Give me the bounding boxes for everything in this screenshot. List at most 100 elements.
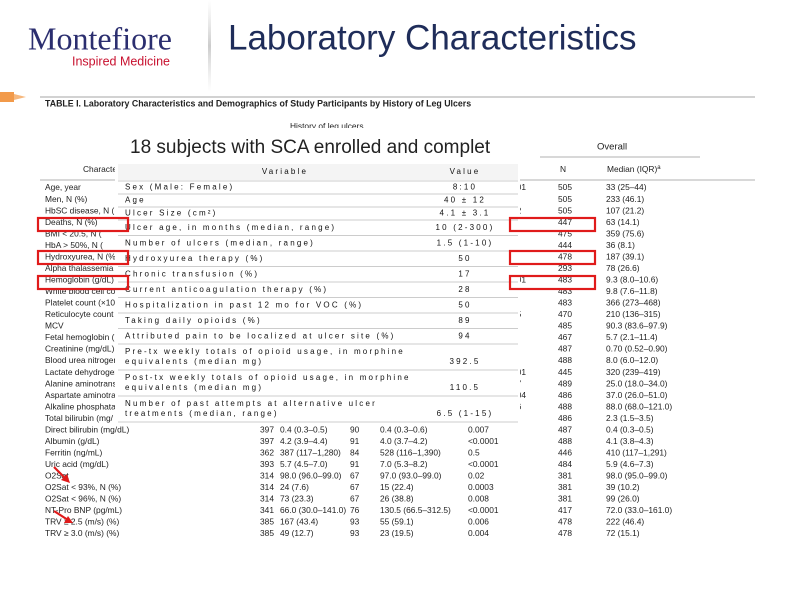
cell: 484 (558, 459, 572, 469)
highlight-box (36, 274, 130, 291)
cell: 233 (46.1) (606, 194, 644, 204)
cell: 167 (43.4) (280, 517, 318, 527)
cell: 24 (7.6) (280, 482, 309, 492)
cell: 0.007 (468, 424, 489, 434)
cell: 447 (558, 217, 572, 227)
value: 40 ± 12 (444, 196, 486, 205)
cell: 488 (558, 401, 572, 411)
cell: 475 (558, 228, 572, 238)
value: 28 (458, 285, 471, 294)
highlight-box (508, 274, 597, 291)
cell: 93 (350, 517, 360, 527)
cell: 23 (19.5) (380, 528, 414, 538)
highlight-box (508, 249, 597, 266)
value: 17 (458, 269, 471, 278)
value: 10 (2-300) (436, 223, 495, 232)
cell: 67 (350, 494, 360, 504)
row-label: Lactate dehydroger (45, 367, 117, 377)
cell: 78 (26.6) (606, 263, 640, 273)
cell: 25.0 (18.0–34.0) (606, 378, 668, 388)
variable: Sex (Male: Female) (125, 183, 234, 192)
variable: Chronic transfusion (%) (125, 269, 259, 278)
cell: 97.0 (93.0–99.0) (380, 471, 442, 481)
cell: 0.70 (0.52–0.90) (606, 344, 668, 354)
overall-header: Overall (597, 142, 627, 153)
cell: 489 (558, 378, 572, 388)
row-label: Direct bilirubin (mg/dL) (45, 424, 129, 434)
value: 8:10 (453, 183, 477, 192)
cell: 49 (12.7) (280, 528, 314, 538)
cell: 0.004 (468, 528, 489, 538)
variable: treatments (median, range) (125, 409, 279, 418)
cell: 2.3 (1.5–3.5) (606, 413, 654, 423)
cell: 0.0003 (468, 482, 494, 492)
row-label: O2Sat < 96%, N (%) (45, 494, 121, 504)
cell: 0.008 (468, 494, 489, 504)
cell: 5.7 (2.1–11.4) (606, 332, 658, 342)
cell: 486 (558, 413, 572, 423)
cell: 314 (260, 471, 274, 481)
value: 110.5 (450, 383, 480, 392)
cell: 483 (558, 286, 572, 296)
row-label: TRV ≥ 3.0 (m/s) (%) (45, 528, 119, 538)
row-label: Age, year (45, 182, 81, 192)
cell: 478 (558, 251, 572, 261)
cell: 483 (558, 298, 572, 308)
cell: 478 (558, 517, 572, 527)
variable: Current anticoagulation therapy (%) (125, 285, 328, 294)
arrow (53, 510, 69, 521)
cell: 67 (350, 471, 360, 481)
cell: 478 (558, 528, 572, 538)
cell: 72 (15.1) (606, 528, 640, 538)
row-label: Ferritin (ng/mL) (45, 447, 102, 457)
cell: 385 (260, 528, 274, 538)
row-label: Aspartate aminotra (45, 390, 116, 400)
table-caption: TABLE I. Laboratory Characteristics and … (45, 98, 471, 108)
row-label: O2Sat (45, 471, 69, 481)
cell: 444 (558, 240, 572, 250)
variable: Taking daily opioids (%) (125, 316, 262, 325)
cell: 293 (558, 263, 572, 273)
cell: 505 (558, 182, 572, 192)
cell: 90.3 (83.6–97.9) (606, 321, 668, 331)
variable: Number of past attempts at alternative u… (125, 399, 377, 408)
cell: 487 (558, 344, 572, 354)
cell: 36 (8.1) (606, 240, 635, 250)
cell: 0.4 (0.3–0.6) (380, 424, 428, 434)
cell: 37.0 (26.0–51.0) (606, 390, 668, 400)
row-label: Platelet count (×10 (45, 298, 115, 308)
cell: 90 (350, 424, 360, 434)
row-label: Hydroxyurea, N (% (45, 251, 116, 261)
cell: 470 (558, 309, 572, 319)
variable: Hospitalization in past 12 mo for VOC (%… (125, 300, 363, 309)
cell: 8.0 (6.0–12.0) (606, 355, 658, 365)
divider (208, 0, 211, 92)
column-header: Value (450, 167, 481, 176)
value: 89 (458, 316, 471, 325)
cell: 4.0 (3.7–4.2) (380, 436, 428, 446)
slide-title: Laboratory Characteristics (228, 18, 637, 57)
cell: 487 (558, 424, 572, 434)
cell: 467 (558, 332, 572, 342)
cell: 314 (260, 494, 274, 504)
variable: equivalents (median mg) (125, 357, 263, 366)
row-label: Creatinine (mg/dL) (45, 344, 115, 354)
cell: 505 (558, 205, 572, 215)
cell: 528 (116–1,390) (380, 447, 441, 457)
cell: 4.1 (3.8–4.3) (606, 436, 654, 446)
cell: 387 (117–1,280) (280, 447, 341, 457)
cell: 0.5 (468, 447, 480, 457)
column-header: Variable (262, 167, 308, 176)
row-label: MCV (45, 321, 64, 331)
highlights (36, 216, 597, 521)
column-header: N (560, 164, 566, 174)
variable: Ulcer Size (cm²) (125, 209, 218, 218)
row-label: White blood cell co (45, 286, 116, 296)
cell: 107 (21.2) (606, 205, 644, 215)
row-label: NT-Pro BNP (pg/mL) (45, 505, 122, 515)
header-sup: a (657, 165, 661, 171)
row-label: HbSC disease, N ( (45, 205, 115, 215)
accent (14, 94, 26, 100)
value: 6.5 (1-15) (437, 409, 494, 418)
